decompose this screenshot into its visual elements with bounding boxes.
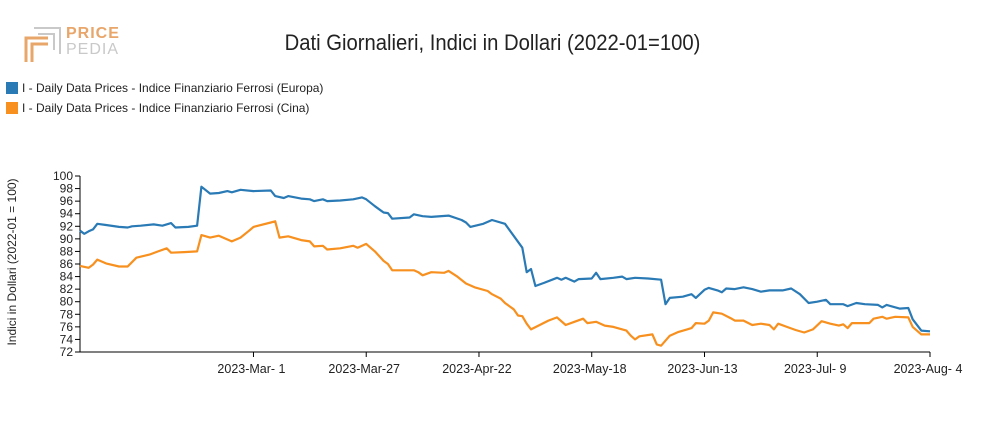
legend-swatch-europa — [6, 82, 18, 94]
y-tick-label: 78 — [60, 307, 74, 321]
series-line-cina — [79, 220, 930, 347]
y-tick-label: 90 — [60, 232, 74, 246]
y-tick-label: 80 — [60, 295, 74, 309]
y-tick-label: 100 — [53, 169, 73, 183]
x-tick-label: 2023-Aug- 4 — [894, 362, 963, 376]
y-tick-label: 82 — [60, 282, 74, 296]
x-tick-label: 2023-May-18 — [553, 362, 627, 376]
x-tick-label: 2023-Mar- 1 — [217, 362, 285, 376]
logo-price-text: PRICE — [66, 25, 120, 42]
y-tick-label: 84 — [60, 270, 74, 284]
y-axis-label: Indici in Dollari (2022-01 = 100) — [5, 178, 19, 345]
legend-swatch-cina — [6, 102, 18, 114]
legend-label-cina: I - Daily Data Prices - Indice Finanziar… — [22, 101, 310, 115]
pricepedia-logo: PRICE PEDIA — [18, 22, 128, 66]
y-tick-label: 92 — [60, 219, 74, 233]
y-tick-label: 94 — [60, 207, 74, 221]
y-tick-label: 74 — [60, 332, 74, 346]
legend-label-europa: I - Daily Data Prices - Indice Finanziar… — [22, 81, 324, 95]
chart-title: Dati Giornalieri, Indici in Dollari (202… — [284, 30, 701, 55]
y-tick-label: 96 — [60, 194, 74, 208]
series-line-europa — [79, 185, 931, 333]
x-tick-label: 2023-Jul- 9 — [784, 362, 847, 376]
y-tick-label: 98 — [60, 182, 74, 196]
legend-item-europa[interactable]: I - Daily Data Prices - Indice Finanziar… — [6, 78, 323, 98]
logo-pedia-text: PEDIA — [66, 41, 120, 58]
y-tick-label: 76 — [60, 320, 74, 334]
y-tick-label: 72 — [60, 345, 74, 359]
x-tick-label: 2023-Jun-13 — [667, 362, 737, 376]
y-tick-label: 86 — [60, 257, 74, 271]
legend-item-cina[interactable]: I - Daily Data Prices - Indice Finanziar… — [6, 98, 323, 118]
x-tick-label: 2023-Mar-27 — [328, 362, 400, 376]
chart-legend: I - Daily Data Prices - Indice Finanziar… — [6, 78, 323, 118]
y-tick-label: 88 — [60, 244, 74, 258]
x-tick-label: 2023-Apr-22 — [442, 362, 512, 376]
logo-mark-icon — [24, 27, 61, 62]
